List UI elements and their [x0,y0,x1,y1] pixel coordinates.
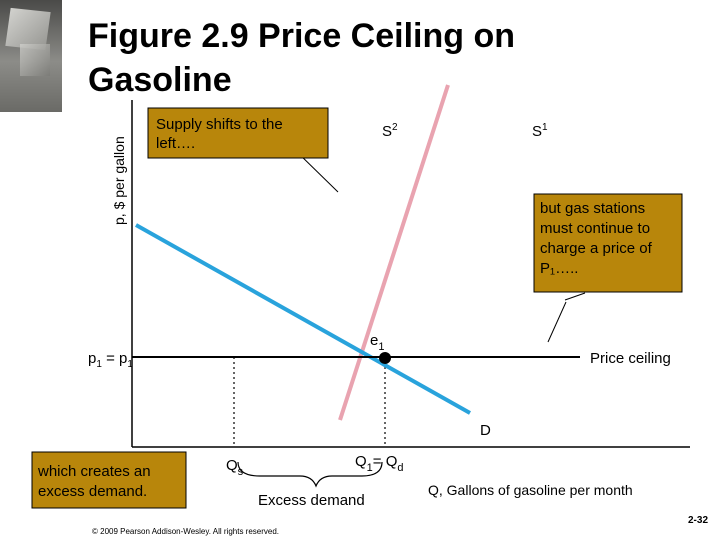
copyright-footer: © 2009 Pearson Addison-Wesley. All right… [92,527,280,536]
x-axis-label: Q, Gallons of gasoline per month [428,482,633,498]
q1-label: Q1= Qd [355,453,404,474]
callout-gas-line-3: charge a price of [540,240,653,257]
gas-station-leader-line-2 [547,301,567,343]
demand-curve [135,223,471,415]
excess-demand-label: Excess demand [258,492,365,509]
callout-excess-demand: which creates an excess demand. [31,451,187,509]
callout-supply-shift-line-2: left…. [156,135,195,152]
equilibrium-point [379,352,391,364]
callout-supply-shift-line-1: Supply shifts to the [156,116,283,133]
equilibrium-label: e1 [370,332,384,353]
qs-label: Qs [226,457,244,478]
callout-gas-line-1: but gas stations [540,200,645,217]
title-line-1: Figure 2.9 Price Ceiling on [88,17,515,55]
y-axis-label: p, $ per gallon [111,136,127,225]
title-line-2: Gasoline [88,61,232,99]
supply-curve-s1 [338,84,450,421]
demand-label: D [480,422,491,439]
callout-excess-line-1: which creates an [37,463,151,480]
page-number: 2-32 [688,515,709,526]
supply-s2-label: S2 [382,122,398,140]
gas-station-leader-line [564,292,586,301]
callout-excess-line-2: excess demand. [38,483,147,500]
slide-title: Figure 2.9 Price Ceiling on Gasoline [88,14,688,102]
decorative-cube-image [0,0,62,112]
callout-gas-stations: but gas stations must continue to charge… [533,193,683,293]
callout-gas-line-2: must continue to [540,220,650,237]
supply-s1-label: S1 [532,122,548,140]
price-ceiling-label: Price ceiling [590,350,671,367]
price-label: p1 = p1 [88,350,133,370]
excess-demand-brace [237,461,383,488]
callout-gas-line-4: P₁….. [540,260,578,277]
callout-supply-shift: Supply shifts to the left…. [147,107,329,159]
